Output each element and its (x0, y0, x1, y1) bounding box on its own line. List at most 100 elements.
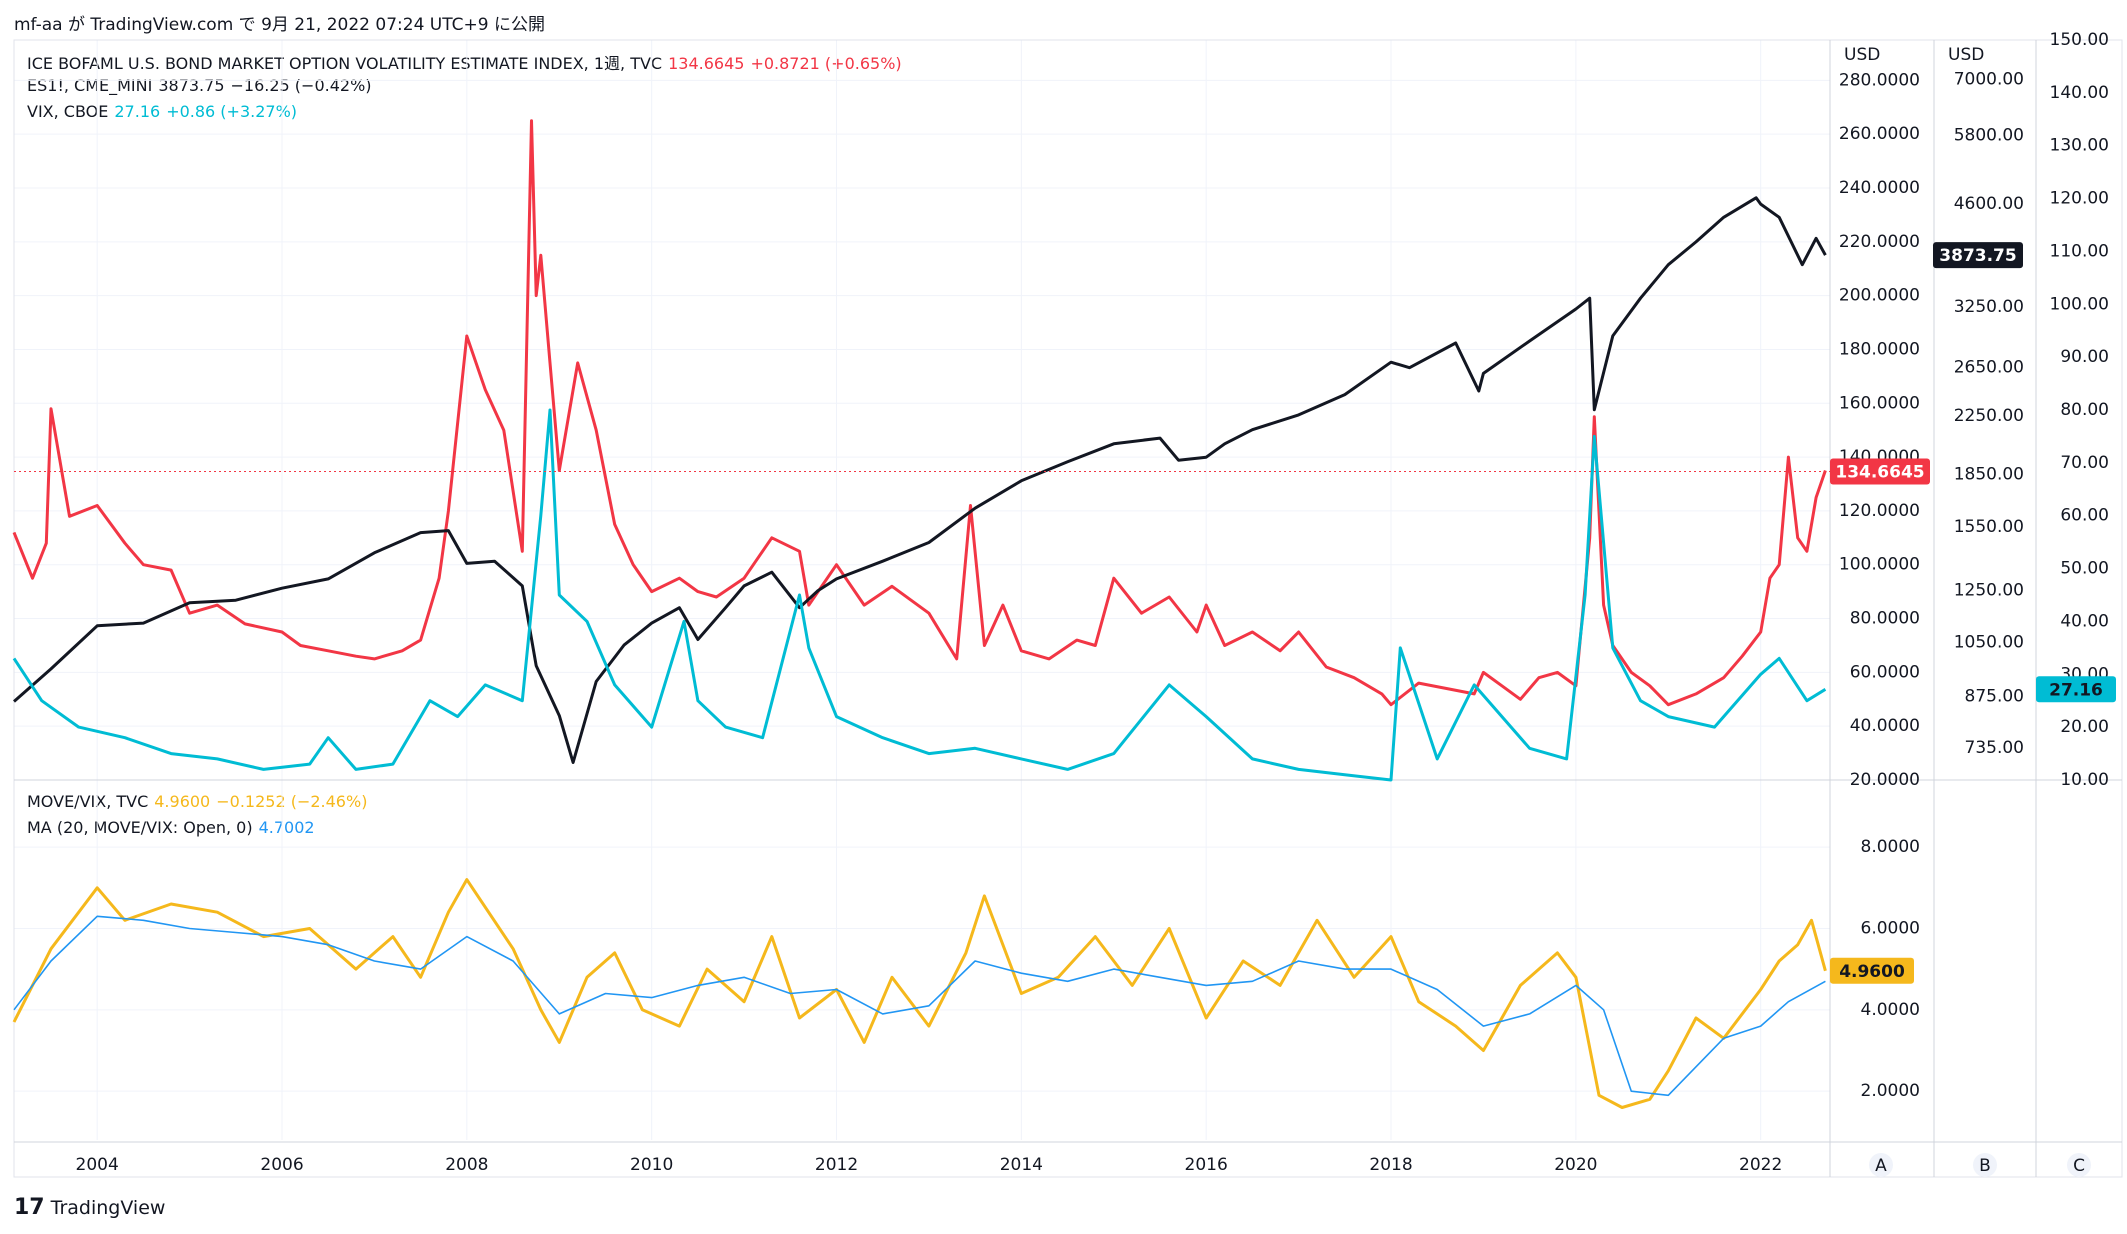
axis-tick-label: 875.00 (1965, 686, 2024, 706)
badge-value: 4.9600 (1839, 962, 1905, 982)
axis-tick-label: 40.0000 (1850, 716, 1920, 736)
legend-series-change: −0.1252 (−2.46%) (216, 792, 368, 811)
footer-logo[interactable]: 𝟭𝟳 TradingView (14, 1195, 165, 1220)
grid-lines (14, 40, 1830, 1140)
x-tick-label: 2016 (1185, 1155, 1228, 1175)
axis-tick-label: 80.00 (2060, 400, 2109, 420)
axis-tick-label: 40.00 (2060, 611, 2109, 631)
axis-tick-label: 70.00 (2060, 453, 2109, 473)
main-legend: ICE BOFAML U.S. BOND MARKET OPTION VOLAT… (27, 50, 908, 128)
axis-tick-label: 100.00 (2050, 294, 2109, 314)
value-badges: 134.6645 3873.75 27.16 4.9600 (1830, 242, 2116, 984)
axis-labels: 280.0000 260.0000 240.0000 220.0000 200.0000… (76, 30, 2109, 1177)
axis-tick-label: 4.0000 (1861, 1000, 1920, 1020)
x-tick-label: 2006 (260, 1155, 303, 1175)
axis-tick-label: 50.00 (2060, 559, 2109, 579)
axis-tick-label: 180.0000 (1839, 339, 1920, 359)
axis-b-currency: USD (1948, 45, 1984, 65)
legend-series-name: VIX, CBOE (27, 102, 109, 121)
legend-series-name: ICE BOFAML U.S. BOND MARKET OPTION VOLAT… (27, 54, 663, 73)
axis-tick-label: 1850.00 (1954, 464, 2024, 484)
legend-series-name: MA (20, MOVE/VIX: Open, 0) (27, 818, 253, 837)
axis-tick-label: 2250.00 (1954, 406, 2024, 426)
axis-tick-label: 3250.00 (1954, 297, 2024, 317)
badge-value: 3873.75 (1939, 246, 2016, 266)
axis-tick-label: 120.00 (2050, 189, 2109, 209)
x-tick-label: 2018 (1369, 1155, 1412, 1175)
es-last-badge: 3873.75 (1933, 242, 2023, 269)
badge-bg (1933, 242, 2023, 269)
axis-tick-label: 5800.00 (1954, 125, 2024, 145)
x-tick-label: 2004 (76, 1155, 119, 1175)
axis-tick-label: 100.0000 (1839, 555, 1920, 575)
scale-selector-icon (2067, 1153, 2091, 1177)
axis-tick-label: 1550.00 (1954, 517, 2024, 537)
axis-tick-label: 6.0000 (1861, 918, 1920, 938)
x-tick-label: 2022 (1739, 1155, 1782, 1175)
axis-tick-label: 80.0000 (1850, 609, 1920, 629)
axis-tick-label: 260.0000 (1839, 124, 1920, 144)
x-tick-label: 2008 (445, 1155, 488, 1175)
axis-tick-label: 735.00 (1965, 738, 2024, 758)
axis-tick-label: 8.0000 (1861, 837, 1920, 857)
legend-row[interactable]: ICE BOFAML U.S. BOND MARKET OPTION VOLAT… (27, 50, 908, 76)
badge-value: 134.6645 (1835, 462, 1924, 482)
axis-tick-label: 20.0000 (1850, 770, 1920, 790)
badge-bg (1830, 957, 1914, 984)
axis-tick-label: 60.00 (2060, 506, 2109, 526)
move-last-badge: 134.6645 (1830, 458, 1930, 485)
legend-series-value: 134.6645 (668, 54, 745, 73)
badge-bg (1830, 458, 1930, 485)
axis-tick-label: 90.00 (2060, 347, 2109, 367)
legend-series-change: +0.8721 (+0.65%) (750, 54, 902, 73)
legend-row[interactable]: VIX, CBOE 27.16 +0.86 (+3.27%) (27, 102, 908, 128)
axis-tick-label: 7000.00 (1954, 70, 2024, 90)
tradingview-logo-icon: 𝟭𝟳 (14, 1195, 45, 1220)
series-line (12, 878, 1827, 1109)
scale-label: C (2073, 1156, 2085, 1176)
x-tick-label: 2012 (815, 1155, 858, 1175)
legend-series-change: +0.86 (+3.27%) (166, 102, 298, 121)
outer-frame (13, 39, 2123, 1178)
publish-caption: mf-aa が TradingView.com で 9月 21, 2022 07… (14, 15, 545, 35)
axis-tick-label: 20.00 (2060, 717, 2109, 737)
x-tick-label: 2010 (630, 1155, 673, 1175)
legend-row[interactable]: MOVE/VIX, TVC 4.9600 −0.1252 (−2.46%) (27, 792, 373, 818)
axis-tick-label: 10.00 (2060, 770, 2109, 790)
axis-tick-label: 60.0000 (1850, 662, 1920, 682)
axis-tick-label: 240.0000 (1839, 178, 1920, 198)
sub-legend: MOVE/VIX, TVC 4.9600 −0.1252 (−2.46%) MA (2… (27, 792, 373, 844)
badge-value: 27.16 (2049, 680, 2103, 700)
axis-tick-label: 150.00 (2050, 30, 2109, 50)
axis-tick-label: 1250.00 (1954, 581, 2024, 601)
axis-tick-label: 140.00 (2050, 83, 2109, 103)
axis-tick-label: 4600.00 (1954, 194, 2024, 214)
scale-selector-icon (1869, 1153, 1893, 1177)
axis-tick-label: 2.0000 (1861, 1081, 1920, 1101)
series-line (13, 196, 1827, 764)
series-line (13, 915, 1826, 1097)
x-tick-label: 2020 (1554, 1155, 1597, 1175)
legend-row[interactable]: MA (20, MOVE/VIX: Open, 0) 4.7002 (27, 818, 373, 844)
scale-selector-icon (1973, 1153, 1997, 1177)
axis-a-currency: USD (1844, 45, 1880, 65)
series-line (12, 408, 1827, 782)
scale-label: B (1979, 1156, 1991, 1176)
axis-tick-label: 200.0000 (1839, 286, 1920, 306)
x-tick-label: 2014 (1000, 1155, 1043, 1175)
legend-series-value: 4.9600 (154, 792, 211, 811)
axis-tick-label: 110.00 (2050, 241, 2109, 261)
legend-series-value: 4.7002 (258, 818, 315, 837)
axis-tick-label: 120.0000 (1839, 501, 1920, 521)
legend-series-value: 27.16 (114, 102, 161, 121)
series-lines (12, 119, 1830, 1109)
axis-tick-label: 280.0000 (1839, 70, 1920, 90)
axis-tick-label: 220.0000 (1839, 232, 1920, 252)
chart-frame (13, 39, 2123, 1178)
series-line (12, 119, 1827, 707)
badge-bg (2036, 676, 2116, 703)
axis-tick-label: 2650.00 (1954, 358, 2024, 378)
axis-tick-label: 1050.00 (1954, 632, 2024, 652)
axis-tick-label: 160.0000 (1839, 393, 1920, 413)
